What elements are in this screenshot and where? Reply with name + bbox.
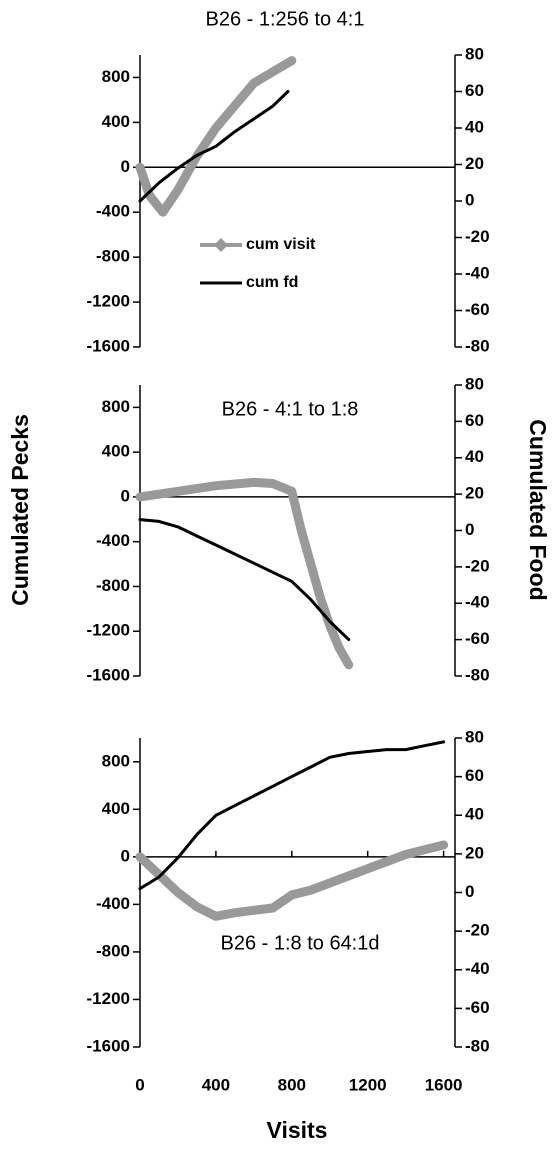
y-tick-label: 800 <box>102 751 130 770</box>
y2-axis-title: Cumulated Food <box>525 419 551 600</box>
y-tick-label: 400 <box>102 442 130 461</box>
y2-tick-label: 60 <box>465 411 484 430</box>
visit-line <box>135 477 354 670</box>
y2-tick-label: 0 <box>465 882 474 901</box>
y-tick-label: 400 <box>102 799 130 818</box>
y2-tick-label: 60 <box>465 766 484 785</box>
x-axis-title: Visits <box>267 1117 328 1143</box>
food-line <box>138 90 290 203</box>
visit-line <box>135 840 449 921</box>
y2-tick-label: -60 <box>465 629 490 648</box>
y2-tick-label: 40 <box>465 447 484 466</box>
y-tick-label: -1200 <box>87 292 130 311</box>
y2-tick-label: 60 <box>465 81 484 100</box>
y-tick-label: -400 <box>96 202 130 221</box>
y2-tick-label: 20 <box>465 154 484 173</box>
y-tick-label: 0 <box>121 846 130 865</box>
chart-title: B26 - 4:1 to 1:8 <box>222 398 359 420</box>
x-tick-label: 800 <box>278 1075 306 1094</box>
y-tick-label: -800 <box>96 247 130 266</box>
y2-tick-label: 0 <box>465 520 474 539</box>
y-tick-label: 800 <box>102 397 130 416</box>
y2-tick-label: -60 <box>465 300 490 319</box>
y2-tick-label: -80 <box>465 1036 490 1055</box>
legend-marker <box>214 238 228 252</box>
y2-tick-label: -80 <box>465 336 490 355</box>
y-tick-label: -1600 <box>87 665 130 684</box>
y-tick-label: 800 <box>102 67 130 86</box>
y-tick-label: -1200 <box>87 621 130 640</box>
y-tick-label: -1600 <box>87 336 130 355</box>
chart-title: B26 - 1:256 to 4:1 <box>205 8 364 30</box>
y2-tick-label: 20 <box>465 484 484 503</box>
y2-tick-label: -40 <box>465 263 490 282</box>
y2-tick-label: -80 <box>465 665 490 684</box>
y2-tick-label: 80 <box>465 44 484 63</box>
y-tick-label: 0 <box>121 486 130 505</box>
y2-tick-label: 80 <box>465 727 484 746</box>
y2-tick-label: -20 <box>465 556 490 575</box>
y2-tick-label: -20 <box>465 921 490 940</box>
food-line <box>138 740 446 891</box>
y2-tick-label: 20 <box>465 843 484 862</box>
y-tick-label: -1200 <box>87 989 130 1008</box>
y2-tick-label: -20 <box>465 227 490 246</box>
food-line <box>138 518 351 642</box>
y2-tick-label: 0 <box>465 190 474 209</box>
x-tick-label: 0 <box>135 1075 144 1094</box>
y-tick-label: -400 <box>96 531 130 550</box>
y-tick-label: -800 <box>96 941 130 960</box>
legend-label: cum fd <box>246 274 298 291</box>
y-tick-label: 400 <box>102 112 130 131</box>
chart-title: B26 - 1:8 to 64:1d <box>220 932 379 954</box>
y2-tick-label: 80 <box>465 374 484 393</box>
y-axis-title: Cumulated Pecks <box>7 414 33 606</box>
y-tick-label: -400 <box>96 894 130 913</box>
visit-line <box>135 56 297 217</box>
legend-label: cum visit <box>246 236 316 253</box>
y2-tick-label: 40 <box>465 117 484 136</box>
y-tick-label: 0 <box>121 157 130 176</box>
y2-tick-label: -40 <box>465 593 490 612</box>
y-tick-label: -800 <box>96 576 130 595</box>
y2-tick-label: -60 <box>465 998 490 1017</box>
y2-tick-label: -40 <box>465 959 490 978</box>
x-tick-label: 1200 <box>349 1075 387 1094</box>
y2-tick-label: 40 <box>465 805 484 824</box>
y-tick-label: -1600 <box>87 1036 130 1055</box>
x-tick-label: 1600 <box>425 1075 463 1094</box>
x-tick-label: 400 <box>202 1075 230 1094</box>
